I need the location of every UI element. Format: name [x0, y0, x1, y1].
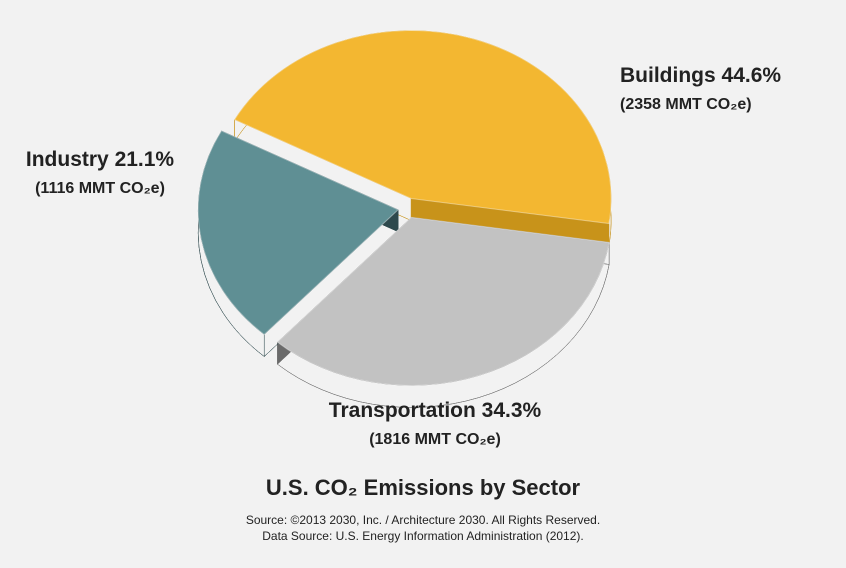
detail-label: (1816 MMT CO₂e) — [369, 431, 501, 448]
category-label: Buildings — [620, 64, 716, 87]
value-label: 34.3% — [482, 399, 542, 422]
chart-title: U.S. CO₂ Emissions by Sector — [266, 475, 581, 500]
value-label: 44.6% — [722, 64, 782, 87]
slice-label: Buildings 44.6% — [620, 64, 781, 87]
slice — [197, 130, 400, 336]
source-note: Source: ©2013 2030, Inc. / Architecture … — [246, 513, 600, 527]
detail-label: (2358 MMT CO₂e) — [620, 96, 752, 113]
slice — [276, 216, 610, 386]
slice-label: Industry 21.1% — [26, 148, 175, 171]
pie — [197, 30, 612, 408]
category-label: Transportation — [329, 399, 476, 422]
value-label: 21.1% — [115, 148, 175, 171]
source-note: Data Source: U.S. Energy Information Adm… — [262, 529, 584, 543]
slice — [233, 30, 612, 225]
slice-label: Transportation 34.3% — [329, 399, 542, 422]
category-label: Industry — [26, 148, 109, 171]
detail-label: (1116 MMT CO₂e) — [35, 180, 165, 197]
